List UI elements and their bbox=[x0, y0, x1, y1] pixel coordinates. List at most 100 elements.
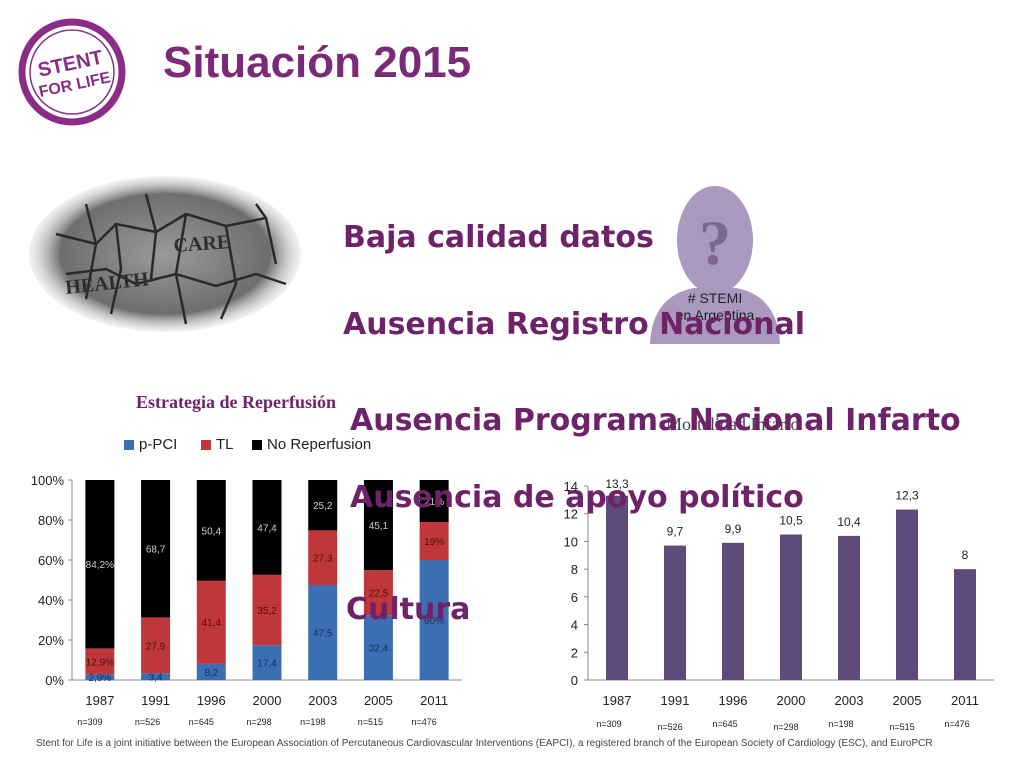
legend-label-no-reperfusion: No Reperfusion bbox=[267, 436, 372, 453]
bar-segment bbox=[363, 570, 393, 616]
bar-segment bbox=[419, 522, 449, 560]
sample-size-label: n=526 bbox=[657, 722, 682, 732]
sample-size-label: n=309 bbox=[596, 719, 621, 729]
question-mark: ? bbox=[699, 207, 731, 278]
x-tick-label: 2003 bbox=[308, 693, 337, 708]
x-tick-label: 1996 bbox=[719, 693, 748, 708]
y-tick-label: 8 bbox=[571, 562, 578, 577]
bar-segment bbox=[141, 480, 171, 618]
bullet-no-national-registry: Ausencia Registro Nacional bbox=[343, 307, 806, 342]
care-word: CARE bbox=[173, 231, 231, 257]
data-label: 27,3 bbox=[313, 554, 333, 565]
bar-segment bbox=[308, 480, 338, 531]
sample-size-label: n=515 bbox=[358, 717, 383, 727]
stent-for-life-logo: STENT FOR LIFE bbox=[18, 18, 126, 126]
x-tick-label: 2000 bbox=[777, 693, 806, 708]
bar-segment bbox=[141, 617, 171, 674]
bullet-no-infarct-program: Ausencia Programa Nacional Infarto bbox=[350, 403, 961, 438]
bar-segment bbox=[419, 560, 449, 680]
data-label: 45,1 bbox=[369, 521, 389, 532]
bar-segment bbox=[252, 645, 282, 680]
data-label: 68,7 bbox=[146, 545, 166, 556]
bar-segment bbox=[141, 673, 171, 680]
x-tick-label: 1987 bbox=[85, 693, 114, 708]
bar bbox=[606, 495, 628, 680]
y-tick-label: 0 bbox=[571, 673, 578, 688]
bar bbox=[664, 545, 686, 680]
sample-size-label: n=309 bbox=[77, 717, 102, 727]
bullet-culture: Cultura bbox=[346, 592, 471, 627]
stemi-line1: # STEMI bbox=[687, 290, 743, 306]
data-label: 2,9% bbox=[88, 673, 111, 684]
y-tick-label: 60% bbox=[38, 553, 64, 568]
bar-segment bbox=[196, 480, 226, 581]
data-label: 47,5 bbox=[313, 629, 333, 640]
data-label: 8 bbox=[962, 548, 969, 562]
bar-segment bbox=[363, 480, 393, 571]
data-label: 21% bbox=[424, 497, 444, 508]
footer-note: Stent for Life is a joint initiative bet… bbox=[36, 738, 933, 749]
x-tick-label: 1991 bbox=[141, 693, 170, 708]
legend-item-tl: TL bbox=[201, 436, 234, 453]
y-tick-label: 100% bbox=[31, 473, 65, 488]
sample-size-label: n=198 bbox=[300, 717, 325, 727]
bar-segment bbox=[196, 580, 226, 664]
legend-swatch-ppci bbox=[124, 439, 134, 450]
y-tick-label: 4 bbox=[571, 618, 578, 633]
sample-size-label: n=645 bbox=[189, 717, 214, 727]
data-label: 12,9% bbox=[86, 657, 114, 668]
legend-swatch-no-reperfusion bbox=[252, 439, 262, 450]
legend-swatch-tl bbox=[201, 439, 211, 450]
sample-size-label: n=476 bbox=[412, 717, 437, 727]
data-label: 12,3 bbox=[895, 489, 919, 503]
mortality-chart-title: Mortalidad Infarto bbox=[666, 414, 800, 434]
x-tick-label: 2005 bbox=[893, 693, 922, 708]
data-label: 9,9 bbox=[725, 522, 742, 536]
data-label: 84,2% bbox=[86, 560, 114, 571]
question-person-icon: ? bbox=[650, 186, 780, 344]
data-label: 47,4 bbox=[257, 523, 277, 534]
x-tick-label: 1987 bbox=[603, 693, 632, 708]
data-label: 25,2 bbox=[313, 501, 333, 512]
x-tick-label: 1991 bbox=[661, 693, 690, 708]
reperfusion-chart-title: Estrategia de Reperfusión bbox=[136, 392, 336, 412]
data-label: 17,4 bbox=[257, 659, 277, 670]
data-label: 19% bbox=[424, 537, 444, 548]
y-tick-label: 6 bbox=[571, 590, 578, 605]
bullet-no-political-support: Ausencia de apoyo político bbox=[350, 480, 804, 515]
bullet-low-data-quality: Baja calidad datos bbox=[343, 220, 654, 255]
y-tick-label: 40% bbox=[38, 593, 64, 608]
data-label: 35,2 bbox=[257, 606, 277, 617]
data-label: 41,4 bbox=[202, 618, 222, 629]
sample-size-label: n=515 bbox=[889, 722, 914, 732]
legend-label-ppci: p-PCI bbox=[139, 436, 178, 453]
cracked-health-care-image: HEALTH CARE bbox=[29, 176, 301, 332]
data-label: 32,4 bbox=[369, 644, 389, 655]
y-tick-label: 20% bbox=[38, 633, 64, 648]
sample-size-label: n=298 bbox=[773, 722, 798, 732]
bar-segment bbox=[85, 674, 115, 680]
bar bbox=[780, 534, 802, 680]
data-label: 13,3 bbox=[605, 477, 629, 491]
sample-size-label: n=298 bbox=[246, 717, 271, 727]
legend-item-ppci: p-PCI bbox=[124, 436, 177, 453]
bar-segment bbox=[363, 615, 393, 680]
y-tick-label: 14 bbox=[564, 479, 578, 494]
sample-size-label: n=198 bbox=[828, 719, 853, 729]
y-tick-label: 12 bbox=[564, 507, 578, 522]
x-tick-label: 2011 bbox=[951, 693, 979, 708]
y-tick-label: 80% bbox=[38, 513, 64, 528]
data-label: 9,7 bbox=[667, 525, 684, 539]
data-label: 22,5 bbox=[369, 589, 389, 600]
data-label: 27,9 bbox=[146, 641, 166, 652]
stemi-line2: en Argentina bbox=[675, 307, 755, 323]
sample-size-label: n=476 bbox=[944, 719, 969, 729]
data-label: 3,4 bbox=[149, 673, 163, 684]
x-tick-label: 2003 bbox=[835, 693, 864, 708]
bar bbox=[896, 509, 918, 680]
bar-segment bbox=[85, 648, 115, 675]
bar bbox=[722, 542, 744, 680]
data-label: 50,4 bbox=[202, 526, 222, 537]
legend-item-no-reperfusion: No Reperfusion bbox=[252, 436, 371, 453]
